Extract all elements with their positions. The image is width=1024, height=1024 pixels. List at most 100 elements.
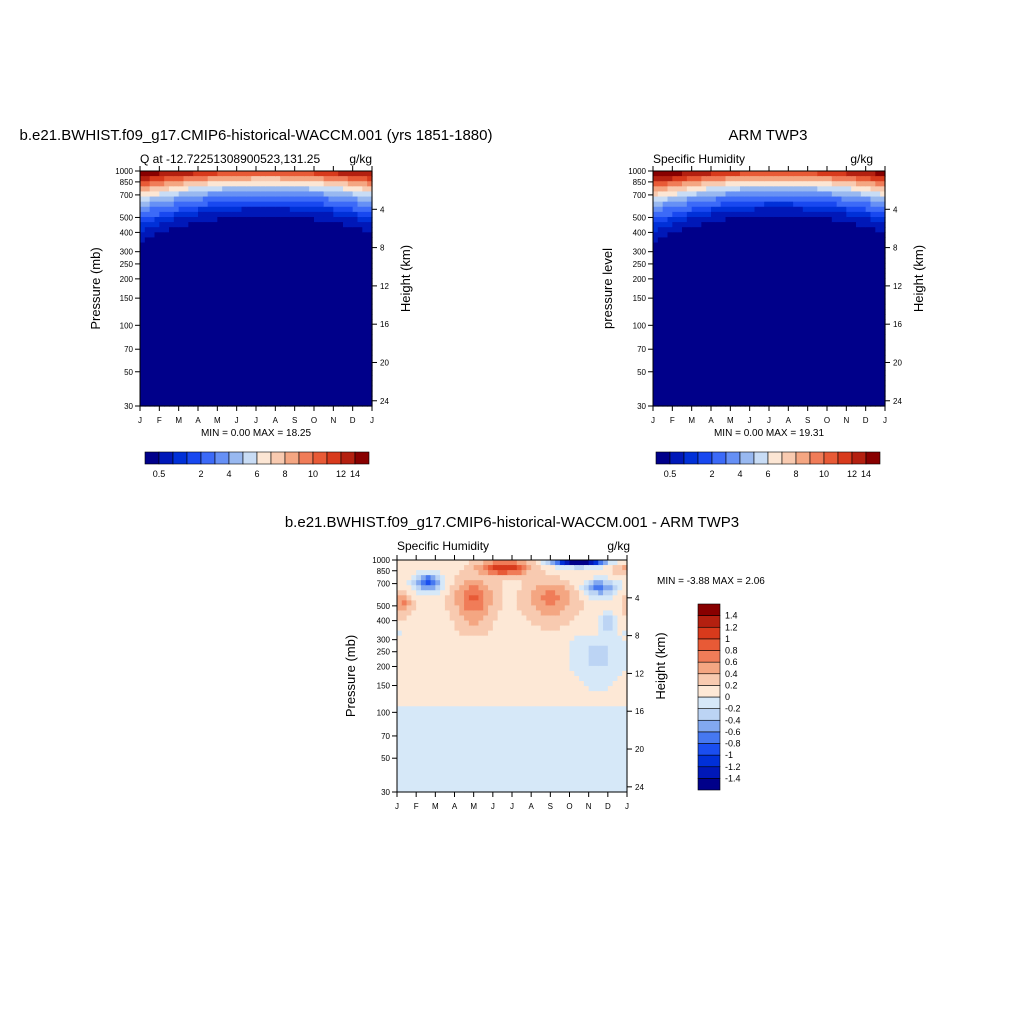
contour-cell (875, 375, 881, 382)
contour-cell (856, 329, 862, 336)
contour-cell (401, 560, 408, 566)
contour-cell (783, 390, 789, 397)
contour-cell (860, 303, 867, 310)
contour-cell (246, 201, 252, 208)
contour-cell (865, 191, 872, 198)
contour-cell (140, 232, 146, 239)
contour-cell (246, 370, 252, 376)
contour-cell (256, 176, 262, 182)
contour-cell (783, 344, 789, 351)
contour-cell (715, 308, 722, 315)
contour-cell (289, 324, 296, 330)
contour-cell (730, 390, 736, 397)
chart-title: b.e21.BWHIST.f09_g17.CMIP6-historical-WA… (285, 514, 739, 531)
contour-cell (880, 370, 886, 376)
contour-cell (788, 196, 794, 203)
contour-cell (333, 232, 339, 239)
colorbar-label: 2 (709, 469, 714, 479)
contour-cell (275, 247, 281, 254)
contour-cell (357, 252, 363, 259)
contour-cell (851, 257, 857, 264)
contour-cell (251, 186, 257, 193)
contour-cell (831, 380, 838, 387)
contour-cell (831, 349, 838, 356)
contour-cell (875, 390, 881, 397)
contour-cell (715, 176, 722, 182)
contour-cell (294, 354, 301, 361)
contour-cell (420, 605, 427, 612)
contour-cell (140, 314, 146, 320)
contour-cell (343, 278, 349, 284)
contour-cell (769, 400, 775, 407)
contour-cell (406, 696, 412, 702)
contour-cell (328, 324, 334, 330)
contour-cell (759, 370, 765, 376)
contour-cell (251, 176, 257, 182)
contour-cell (420, 610, 427, 617)
contour-cell (154, 354, 160, 361)
contour-cell (280, 176, 286, 182)
contour-cell (769, 329, 775, 336)
contour-cell (231, 171, 238, 177)
contour-cell (309, 211, 315, 218)
contour-cell (256, 365, 262, 371)
contour-cell (764, 385, 770, 392)
contour-cell (280, 232, 286, 239)
contour-cell (154, 278, 160, 284)
contour-cell (270, 375, 276, 382)
contour-cell (347, 308, 354, 315)
contour-cell (362, 252, 368, 259)
contour-cell (798, 278, 804, 284)
contour-cell (696, 298, 702, 305)
contour-cell (425, 670, 432, 677)
contour-cell (730, 176, 736, 182)
contour-cell (696, 293, 702, 300)
contour-cell (667, 288, 673, 295)
contour-cell (198, 395, 204, 402)
contour-cell (256, 400, 262, 407)
contour-cell (793, 298, 799, 305)
contour-cell (856, 206, 862, 213)
contour-cell (778, 262, 785, 269)
contour-cell (149, 334, 156, 341)
contour-cell (860, 354, 867, 361)
contour-cell (401, 570, 408, 576)
contour-cell (880, 232, 886, 239)
contour-cell (260, 339, 267, 346)
contour-cell (827, 191, 833, 198)
contour-cell (735, 242, 741, 249)
contour-cell (294, 385, 301, 392)
contour-cell (827, 344, 833, 351)
contour-cell (236, 181, 243, 187)
contour-cell (677, 262, 683, 269)
contour-cell (338, 334, 344, 341)
contour-cell (294, 390, 301, 397)
contour-cell (357, 329, 363, 336)
contour-cell (875, 365, 881, 371)
contour-cell (870, 273, 876, 279)
contour-cell (749, 247, 756, 254)
contour-cell (860, 278, 867, 284)
contour-cell (154, 370, 160, 376)
contour-cell (860, 171, 867, 177)
contour-cell (696, 349, 702, 356)
contour-cell (831, 196, 838, 203)
contour-cell (807, 344, 814, 351)
contour-cell (730, 181, 736, 187)
contour-cell (822, 262, 828, 269)
contour-cell (735, 196, 741, 203)
contour-cell (430, 645, 436, 652)
contour-cell (672, 349, 678, 356)
contour-cell (701, 375, 707, 382)
contour-cell (735, 400, 741, 407)
contour-cell (260, 390, 267, 397)
contour-cell (198, 283, 204, 290)
contour-cell (793, 196, 799, 203)
contour-cell (788, 329, 794, 336)
contour-cell (299, 354, 305, 361)
contour-cell (289, 293, 296, 300)
contour-cell (682, 390, 688, 397)
contour-cell (754, 354, 760, 361)
contour-cell (299, 349, 305, 356)
contour-cell (411, 645, 417, 652)
